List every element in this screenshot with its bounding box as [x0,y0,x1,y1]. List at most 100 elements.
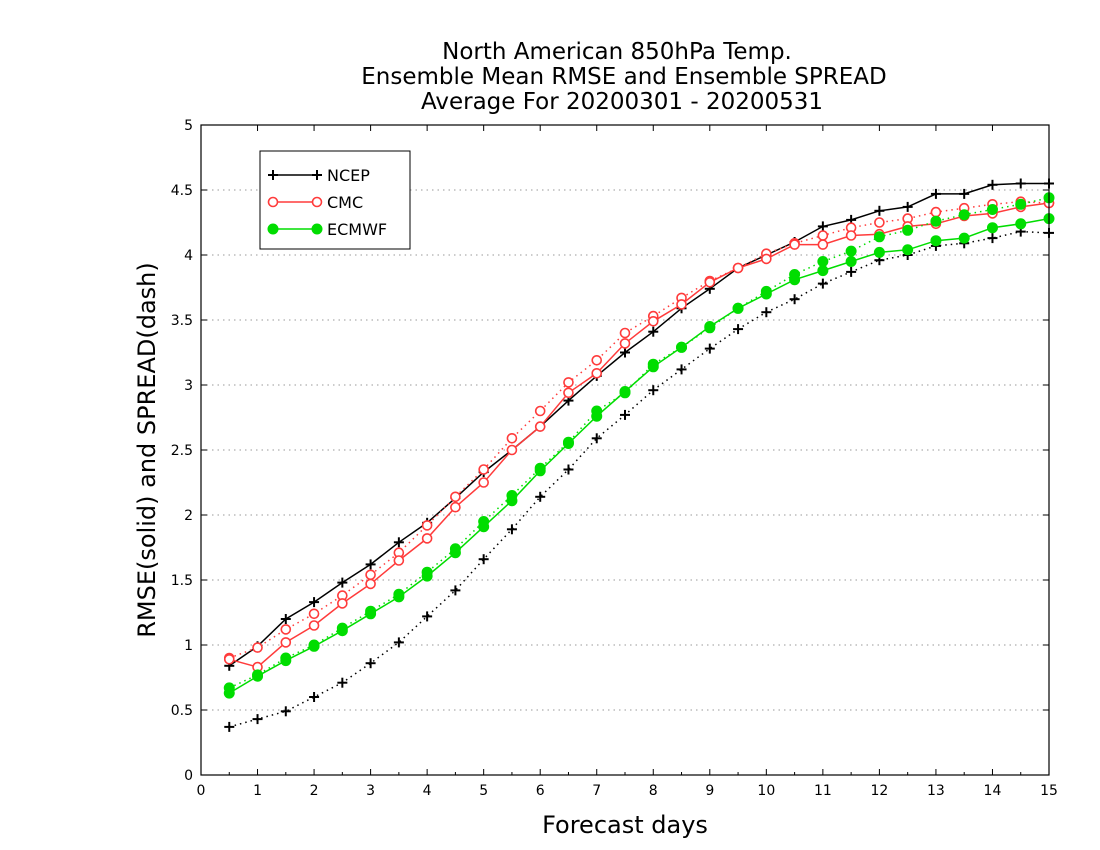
legend-label-ncep: NCEP [327,166,370,185]
legend-box [259,150,411,250]
point-ecmwf-rmse-2 [280,655,292,667]
point-cmc-rmse-5 [365,578,376,590]
point-ncep-spread-18 [733,324,744,335]
point-cmc-spread-5 [365,569,376,581]
y-tick-label-2: 1 [184,638,193,654]
point-cmc-rmse-4 [337,598,348,609]
chart-title-line-1: North American 850hPa Temp. [442,39,792,65]
point-ncep-spread-22 [846,266,857,277]
point-ecmwf-rmse-11 [534,465,546,477]
x-tick-label-14: 14 [984,783,1002,799]
point-ecmwf-rmse-4 [336,625,348,637]
point-ncep-spread-20 [789,294,800,305]
point-ncep-spread-14 [620,409,630,420]
x-tick-label-6: 6 [536,783,545,799]
y-axis-label: RMSE(solid) and SPREAD(dash) [133,262,161,638]
point-cmc-spread-9 [478,464,489,475]
legend-marker-ncep [268,170,278,180]
x-tick-label-3: 3 [366,783,375,799]
x-axis-label: Forecast days [542,811,708,839]
point-ecmwf-spread-28 [1015,198,1027,210]
point-cmc-spread-10 [506,432,518,444]
point-cmc-rmse-9 [478,477,489,488]
point-ecmwf-rmse-16 [676,341,688,353]
legend-item-ecmwf: ECMWF [267,220,387,239]
legend-marker-ecmwf [311,223,323,235]
x-tick-label-13: 13 [927,783,945,799]
point-ncep-spread-19 [761,307,772,318]
x-tick-label-5: 5 [479,783,488,799]
point-ecmwf-rmse-18 [732,302,744,314]
point-cmc-spread-13 [591,354,603,366]
point-cmc-spread-7 [421,520,433,531]
legend-marker-cmc [311,196,323,208]
point-ncep-rmse-15 [648,326,659,337]
legend-item-cmc: CMC [267,193,363,212]
x-tick-label-2: 2 [310,783,319,799]
point-ncep-rmse-6 [393,537,404,548]
point-ecmwf-spread-21 [817,256,829,267]
y-tick-label-0: 0 [184,768,193,784]
x-axis: 0 1 2 3 4 5 6 7 8 9 10 11 12 13 14 15 [197,125,1058,799]
y-axis: 0 0.5 1 1.5 2 2.5 3 3.5 4 4.5 5 [171,118,1049,784]
point-cmc-spread-1 [252,642,263,653]
y-tick-label-7: 3.5 [171,313,193,329]
y-tick-label-5: 2.5 [171,443,193,459]
point-ecmwf-spread-27 [986,204,998,215]
point-ecmwf-rmse-20 [789,274,801,286]
point-ncep-rmse-24 [902,201,913,212]
point-cmc-rmse-2 [280,637,292,648]
point-ncep-rmse-25 [930,188,941,199]
point-ncep-spread-1 [252,714,263,725]
point-ncep-spread-4 [337,677,348,688]
point-cmc-rmse-19 [761,253,772,265]
point-ncep-spread-27 [987,233,998,244]
point-ncep-spread-11 [535,491,546,502]
y-tick-label-8: 4 [184,248,193,264]
point-ecmwf-rmse-15 [647,361,659,373]
series-layer [223,178,1055,732]
point-ecmwf-rmse-27 [986,222,998,234]
point-ecmwf-rmse-28 [1015,218,1027,230]
point-ecmwf-rmse-13 [591,410,603,422]
legend-item-ncep: NCEP [268,166,370,185]
point-ecmwf-rmse-10 [506,495,518,507]
point-cmc-rmse-8 [450,501,461,513]
point-ncep-rmse-4 [337,577,348,588]
point-ecmwf-spread-25 [930,215,942,227]
y-tick-label-1: 0.5 [171,703,193,719]
point-ncep-rmse-26 [959,188,970,199]
series-ecmwf-rmse [223,213,1055,699]
point-ncep-spread-0 [224,721,235,732]
point-ecmwf-rmse-9 [478,521,490,533]
y-tick-label-10: 5 [184,118,193,134]
point-ncep-rmse-27 [987,179,998,190]
x-tick-label-7: 7 [592,783,601,799]
legend-label-ecmwf: ECMWF [327,220,387,239]
y-tick-label-9: 4.5 [171,183,193,199]
point-cmc-rmse-14 [619,338,631,349]
point-ncep-spread-10 [506,524,517,535]
point-ecmwf-rmse-5 [365,608,377,620]
point-ecmwf-rmse-14 [619,386,631,397]
point-ecmwf-rmse-26 [958,232,970,244]
point-ncep-spread-7 [422,611,433,622]
point-ecmwf-spread-26 [958,209,970,221]
chart-title: North American 850hPa Temp. Ensemble Mea… [361,39,886,115]
point-cmc-rmse-15 [647,315,659,327]
point-ecmwf-rmse-17 [704,321,716,332]
point-ecmwf-rmse-7 [421,570,433,582]
series-ncep-spread [224,226,1054,732]
point-ncep-spread-5 [365,658,376,669]
point-ncep-rmse-5 [365,559,376,570]
point-ecmwf-rmse-25 [930,235,942,247]
point-ncep-spread-13 [591,433,602,444]
point-cmc-rmse-21 [817,239,829,250]
point-cmc-rmse-17 [704,276,716,288]
point-ncep-rmse-2 [280,614,291,624]
chart-title-line-2: Ensemble Mean RMSE and Ensemble SPREAD [361,64,886,90]
point-cmc-spread-2 [280,624,292,635]
point-ncep-spread-8 [450,585,461,596]
point-ncep-spread-12 [563,464,574,475]
